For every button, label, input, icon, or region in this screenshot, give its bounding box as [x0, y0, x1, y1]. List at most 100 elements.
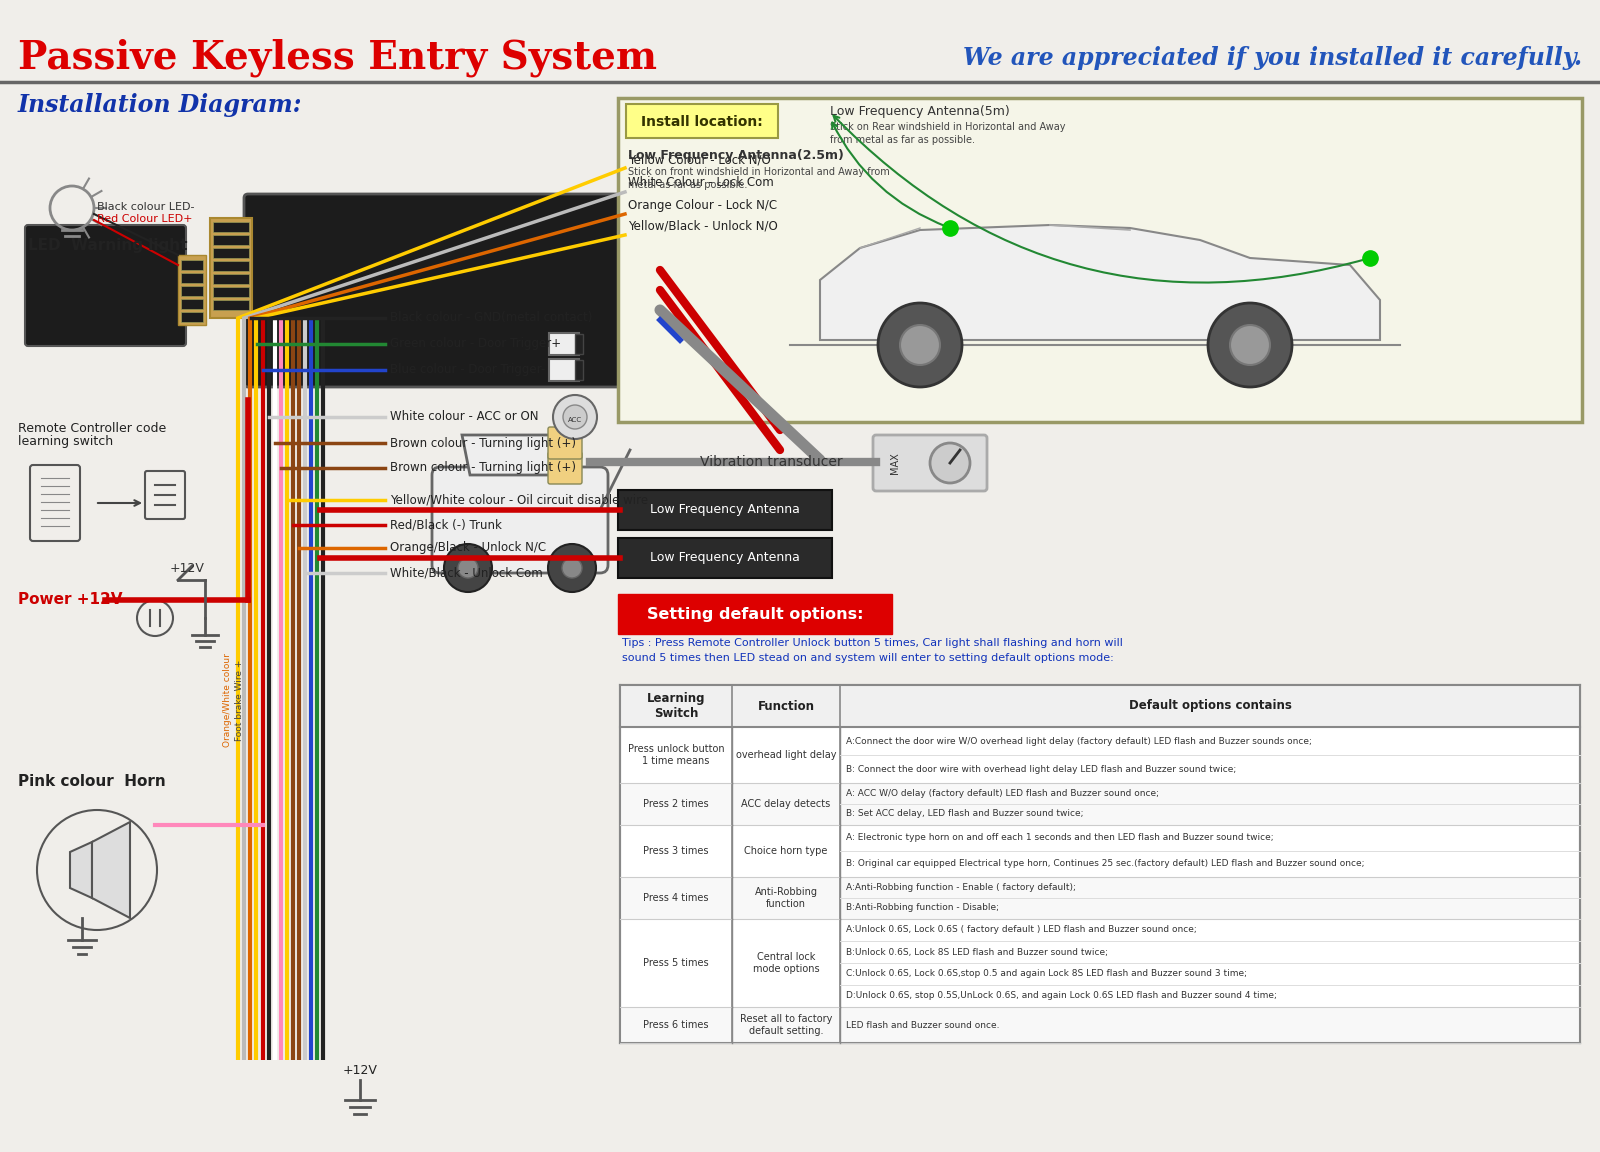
FancyBboxPatch shape	[432, 467, 608, 573]
FancyBboxPatch shape	[547, 452, 582, 484]
Text: Orange/Black - Unlock N/C: Orange/Black - Unlock N/C	[390, 541, 546, 554]
Text: Install location:: Install location:	[642, 115, 763, 129]
Bar	[574, 359, 582, 380]
Text: LED  Warning light: LED Warning light	[29, 238, 187, 253]
Text: +12V: +12V	[170, 561, 205, 575]
Text: B: Set ACC delay, LED flash and Buzzer sound twice;: B: Set ACC delay, LED flash and Buzzer s…	[846, 810, 1083, 819]
Text: Foot brake Wire +: Foot brake Wire +	[235, 659, 245, 741]
Circle shape	[554, 395, 597, 439]
Text: White colour - ACC or ON: White colour - ACC or ON	[390, 410, 539, 424]
Text: Blue colour - Door Trigger-: Blue colour - Door Trigger-	[390, 364, 546, 377]
Bar	[213, 300, 250, 310]
Text: Low Frequency Antenna: Low Frequency Antenna	[650, 503, 800, 516]
Bar	[213, 235, 250, 245]
Circle shape	[1208, 303, 1293, 387]
Bar	[181, 260, 203, 270]
Text: learning switch: learning switch	[18, 435, 114, 448]
Text: A:Connect the door wire W/O overhead light delay (factory default) LED flash and: A:Connect the door wire W/O overhead lig…	[846, 736, 1312, 745]
Circle shape	[563, 406, 587, 429]
Text: A: ACC W/O delay (factory default) LED flash and Buzzer sound once;: A: ACC W/O delay (factory default) LED f…	[846, 788, 1158, 797]
Text: Low Frequency Antenna(2.5m): Low Frequency Antenna(2.5m)	[627, 149, 843, 161]
Text: Learning
Switch: Learning Switch	[646, 692, 706, 720]
Text: Setting default options:: Setting default options:	[646, 606, 864, 621]
Bar	[181, 300, 203, 309]
Text: Low Frequency Antenna(5m): Low Frequency Antenna(5m)	[830, 106, 1010, 119]
Text: A: Electronic type horn on and off each 1 seconds and then LED flash and Buzzer : A: Electronic type horn on and off each …	[846, 834, 1274, 842]
Bar	[213, 274, 250, 285]
Circle shape	[930, 444, 970, 483]
FancyBboxPatch shape	[549, 359, 579, 381]
FancyBboxPatch shape	[618, 594, 893, 634]
Bar	[621, 685, 1581, 1043]
Polygon shape	[819, 225, 1379, 340]
Polygon shape	[70, 842, 93, 899]
Text: Remote Controller code: Remote Controller code	[18, 422, 166, 434]
Text: overhead light delay: overhead light delay	[736, 750, 837, 760]
Bar	[210, 218, 253, 318]
Text: Passive Keyless Entry System: Passive Keyless Entry System	[18, 39, 658, 77]
Text: Press 4 times: Press 4 times	[643, 893, 709, 903]
Bar	[213, 248, 250, 258]
FancyBboxPatch shape	[618, 98, 1582, 422]
FancyBboxPatch shape	[618, 538, 832, 578]
Bar	[621, 877, 1581, 919]
Text: A:Unlock 0.6S, Lock 0.6S ( factory default ) LED flash and Buzzer sound once;: A:Unlock 0.6S, Lock 0.6S ( factory defau…	[846, 925, 1197, 934]
Text: Press 6 times: Press 6 times	[643, 1020, 709, 1030]
Bar	[574, 334, 582, 354]
Text: Low Frequency Antenna: Low Frequency Antenna	[650, 552, 800, 564]
Text: Stick on Rear windshield in Horizontal and Away: Stick on Rear windshield in Horizontal a…	[830, 122, 1066, 132]
Text: Central lock
mode options: Central lock mode options	[752, 953, 819, 973]
FancyBboxPatch shape	[243, 194, 632, 387]
Text: Red Colour LED+: Red Colour LED+	[98, 214, 192, 223]
Text: Anti-Robbing
function: Anti-Robbing function	[755, 887, 818, 909]
Text: Press 2 times: Press 2 times	[643, 799, 709, 809]
Bar	[621, 783, 1581, 825]
Text: Yellow Colour - Lock N/O: Yellow Colour - Lock N/O	[627, 153, 771, 167]
Text: Pink colour  Horn: Pink colour Horn	[18, 774, 166, 789]
Bar	[178, 255, 206, 325]
Circle shape	[445, 544, 493, 592]
Text: Orange/White colour: Orange/White colour	[224, 653, 232, 746]
Text: Press 5 times: Press 5 times	[643, 958, 709, 968]
Text: Reset all to factory
default setting.: Reset all to factory default setting.	[739, 1014, 832, 1036]
Bar	[181, 312, 203, 323]
FancyBboxPatch shape	[26, 225, 186, 346]
Text: Red/Black (-) Trunk: Red/Black (-) Trunk	[390, 518, 502, 531]
Text: Green colour - Door Trigger+: Green colour - Door Trigger+	[390, 338, 562, 350]
Text: Function: Function	[757, 699, 814, 712]
Text: Installation Diagram:: Installation Diagram:	[18, 93, 302, 118]
Text: +12V: +12V	[342, 1063, 378, 1076]
Text: Brown colour - Turning light (+): Brown colour - Turning light (+)	[390, 437, 576, 449]
Text: B:Unlock 0.6S, Lock 8S LED flash and Buzzer sound twice;: B:Unlock 0.6S, Lock 8S LED flash and Buz…	[846, 947, 1107, 956]
Text: Default options contains: Default options contains	[1128, 699, 1291, 712]
Text: ACC delay detects: ACC delay detects	[741, 799, 830, 809]
Circle shape	[547, 544, 595, 592]
Text: White/Black - Unlock Com: White/Black - Unlock Com	[390, 567, 542, 579]
Text: A:Anti-Robbing function - Enable ( factory default);: A:Anti-Robbing function - Enable ( facto…	[846, 882, 1075, 892]
Bar	[626, 248, 662, 328]
Polygon shape	[93, 823, 130, 918]
Text: Tips : Press Remote Controller Unlock button 5 times, Car light shall flashing a: Tips : Press Remote Controller Unlock bu…	[622, 638, 1123, 647]
Text: ACC: ACC	[568, 417, 582, 423]
Text: sound 5 times then LED stead on and system will enter to setting default options: sound 5 times then LED stead on and syst…	[622, 653, 1114, 664]
Text: Yellow/Black - Unlock N/O: Yellow/Black - Unlock N/O	[627, 220, 778, 233]
Circle shape	[899, 325, 941, 365]
Bar	[621, 1007, 1581, 1043]
Text: Choice horn type: Choice horn type	[744, 846, 827, 856]
Circle shape	[878, 303, 962, 387]
Bar	[213, 222, 250, 232]
Bar	[621, 685, 1581, 727]
Bar	[213, 287, 250, 297]
Text: B: Connect the door wire with overhead light delay LED flash and Buzzer sound tw: B: Connect the door wire with overhead l…	[846, 765, 1237, 773]
FancyBboxPatch shape	[547, 427, 582, 458]
Text: B: Original car equipped Electrical type horn, Continues 25 sec.(factory default: B: Original car equipped Electrical type…	[846, 859, 1365, 869]
Circle shape	[562, 558, 582, 578]
Text: We are appreciated if you installed it carefully.: We are appreciated if you installed it c…	[963, 46, 1582, 70]
Bar	[213, 262, 250, 271]
Text: C:Unlock 0.6S, Lock 0.6S,stop 0.5 and again Lock 8S LED flash and Buzzer sound 3: C:Unlock 0.6S, Lock 0.6S,stop 0.5 and ag…	[846, 970, 1246, 978]
Polygon shape	[462, 435, 570, 475]
Text: Yellow/White colour - Oil circuit disable wire: Yellow/White colour - Oil circuit disabl…	[390, 493, 648, 507]
Bar	[181, 286, 203, 296]
Text: D:Unlock 0.6S, stop 0.5S,UnLock 0.6S, and again Lock 0.6S LED flash and Buzzer s: D:Unlock 0.6S, stop 0.5S,UnLock 0.6S, an…	[846, 992, 1277, 1000]
FancyBboxPatch shape	[618, 490, 832, 530]
